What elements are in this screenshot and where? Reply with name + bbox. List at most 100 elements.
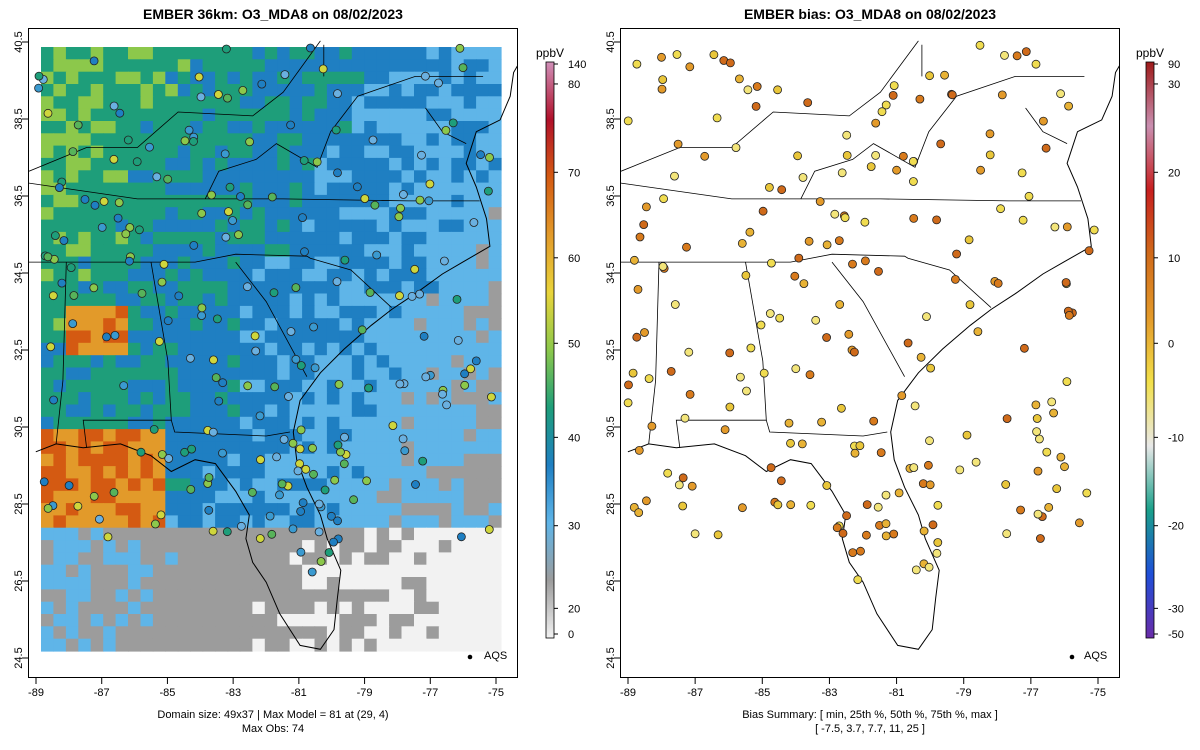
model-grid-cell [351,108,365,122]
model-grid-cell [314,219,328,233]
model-grid-cell [65,392,79,405]
model-grid-cell [277,219,291,233]
model-grid-cell [426,429,440,442]
model-grid-cell [438,540,452,553]
model-grid-cell [128,404,141,418]
model-grid-cell [314,194,328,208]
model-grid-cell [103,478,117,492]
model-grid-cell [252,552,266,566]
aqs-station [424,196,434,206]
model-grid-cell [426,626,440,640]
aqs-station [453,335,463,345]
model-grid-cell [488,47,502,60]
aqs-station [340,255,350,265]
model-grid-cell [90,527,104,541]
model-grid-cell [451,194,465,208]
aqs-station [352,182,362,192]
model-grid-cell [326,207,340,221]
model-grid-cell [140,564,154,578]
model-grid-cell [227,478,241,492]
model-grid-cell [426,133,440,147]
model-grid-cell [389,614,403,627]
model-grid-cell [41,145,54,159]
aqs-station [329,537,338,547]
model-grid-cell [115,145,129,159]
aqs-station [869,416,879,426]
right-y-tick-label: 36.5 [605,185,617,206]
model-grid-cell [227,342,241,356]
aqs-station [784,418,794,428]
model-grid-cell [426,318,440,332]
model-grid-cell [277,404,291,418]
model-grid-cell [277,527,291,541]
model-grid-cell [78,145,92,159]
model-grid-cell [426,466,440,479]
model-grid-cell [364,614,378,627]
left-colorbar [545,61,555,639]
aqs-station [184,125,194,135]
aqs-station [684,347,694,357]
model-grid-cell [364,601,378,615]
model-grid-cell [128,145,141,159]
model-grid-cell [476,231,490,245]
model-grid-cell [215,453,229,467]
aqs-station [790,271,800,281]
model-grid-cell [128,231,141,245]
model-grid-cell [252,281,266,295]
model-grid-cell [140,429,154,442]
aqs-station [773,85,783,95]
model-grid-cell [364,552,378,566]
model-grid-cell [326,564,340,578]
model-grid-cell [426,527,440,541]
model-grid-cell [438,170,452,184]
model-grid-cell [351,84,365,97]
model-grid-cell [438,466,452,479]
aqs-station [309,469,318,479]
model-grid-cell [451,404,465,418]
model-grid-cell [414,552,427,566]
model-grid-cell [152,244,166,258]
model-grid-cell [165,133,179,147]
aqs-station [407,291,417,301]
model-grid-cell [140,318,154,332]
model-grid-cell [302,626,316,640]
model-grid-cell [78,478,92,492]
left-x-tick-label: -81 [291,687,307,699]
model-grid-cell [202,84,216,97]
model-grid-cell [140,330,154,344]
model-grid-cell [463,614,477,627]
model-grid-cell [78,84,92,97]
model-grid-cell [115,244,129,258]
model-grid-cell [215,429,229,442]
model-grid-cell [41,540,54,553]
model-grid-cell [239,293,253,307]
aqs-station [295,444,305,454]
model-grid-cell [463,47,477,60]
model-grid-cell [177,379,191,393]
model-grid-cell [326,96,340,110]
model-grid-cell [140,367,154,381]
model-grid-cell [364,207,378,221]
aqs-station [326,511,336,521]
model-grid-cell [65,207,79,221]
model-grid-cell [128,515,141,529]
model-grid-cell [376,503,390,516]
right-state-border [620,182,1081,202]
model-grid-cell [376,379,390,393]
model-grid-cell [140,170,154,184]
model-grid-cell [302,59,316,73]
model-grid-cell [53,268,67,282]
model-grid-cell [426,478,440,492]
model-grid-cell [401,466,415,479]
model-grid-cell [289,305,303,319]
model-grid-cell [401,478,415,492]
model-grid-cell [463,441,477,455]
model-grid-cell [438,330,452,344]
aqs-station [855,441,865,451]
model-grid-cell [41,194,54,208]
model-grid-cell [177,564,191,578]
model-grid-cell [227,47,241,60]
model-grid-cell [476,453,490,467]
model-grid-cell [128,108,141,122]
